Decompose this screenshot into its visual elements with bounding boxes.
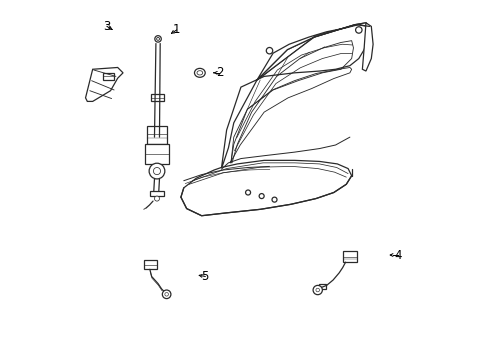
Text: 2: 2: [215, 66, 223, 79]
Circle shape: [259, 194, 264, 199]
Circle shape: [245, 190, 250, 195]
Text: 3: 3: [103, 20, 110, 33]
Polygon shape: [257, 23, 369, 80]
Circle shape: [149, 163, 164, 179]
Text: 1: 1: [173, 23, 180, 36]
Circle shape: [271, 197, 276, 202]
Circle shape: [266, 48, 272, 54]
Polygon shape: [318, 284, 325, 289]
Polygon shape: [221, 23, 369, 169]
Circle shape: [164, 293, 168, 296]
Polygon shape: [144, 260, 157, 269]
Circle shape: [312, 285, 322, 295]
Polygon shape: [342, 251, 356, 262]
Text: 4: 4: [393, 248, 401, 261]
Polygon shape: [181, 160, 351, 216]
Ellipse shape: [197, 71, 203, 75]
Polygon shape: [147, 126, 166, 144]
Circle shape: [355, 27, 361, 33]
Polygon shape: [149, 192, 164, 196]
Polygon shape: [362, 23, 372, 71]
Circle shape: [315, 288, 319, 292]
Polygon shape: [151, 94, 164, 102]
Circle shape: [153, 167, 160, 175]
Polygon shape: [103, 73, 114, 80]
Polygon shape: [85, 67, 123, 102]
Circle shape: [154, 196, 159, 201]
Polygon shape: [145, 144, 168, 164]
Ellipse shape: [194, 68, 205, 77]
Text: 5: 5: [201, 270, 208, 283]
Circle shape: [162, 290, 171, 298]
